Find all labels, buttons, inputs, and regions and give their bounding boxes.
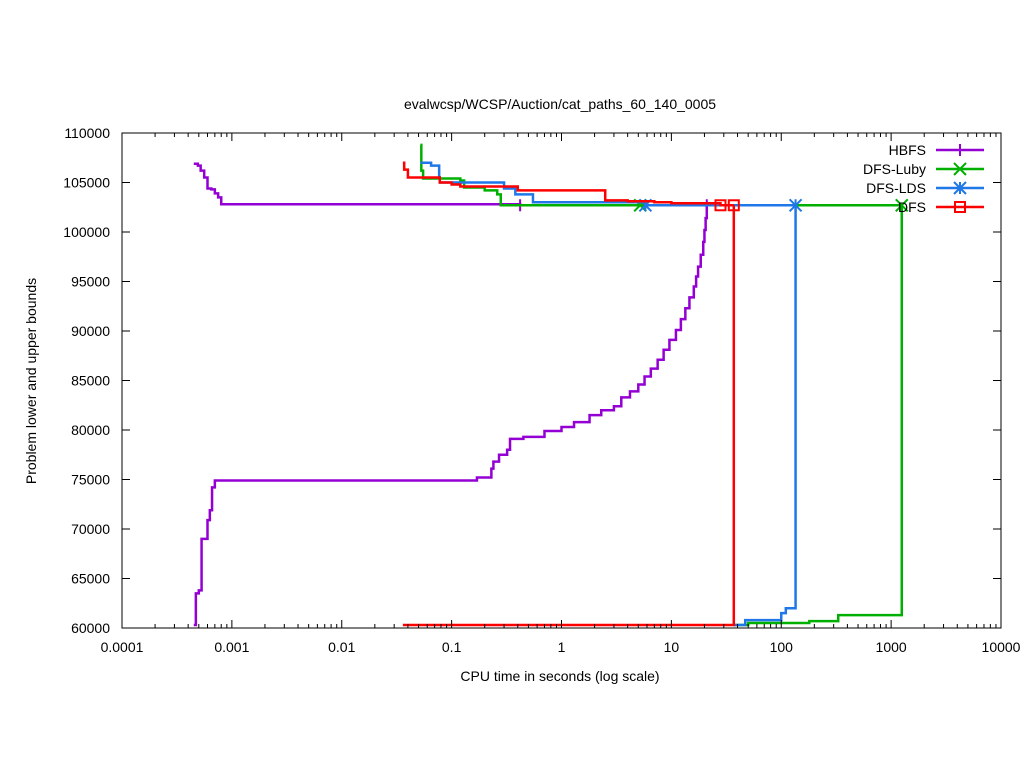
legend-label: DFS-Luby <box>863 161 926 177</box>
y-tick-label: 60000 <box>71 620 110 636</box>
series-upper-bound-line <box>193 162 522 206</box>
plot-area <box>193 143 909 627</box>
y-tick-label: 80000 <box>71 422 110 438</box>
y-tick-label: 95000 <box>71 274 110 290</box>
x-tick-label: 100 <box>770 639 794 655</box>
y-tick-label: 100000 <box>63 224 110 240</box>
y-tick-label: 75000 <box>71 472 110 488</box>
legend-label: DFS-LDS <box>866 180 926 196</box>
legend-label: HBFS <box>889 142 926 158</box>
x-tick-label: 0.001 <box>214 639 249 655</box>
x-axis-label: CPU time in seconds (log scale) <box>460 668 659 684</box>
series-point-marker <box>895 198 909 212</box>
series-point-marker <box>788 198 803 212</box>
y-tick-label: 110000 <box>64 125 110 141</box>
legend: HBFS DFS-Luby DFS-LDS DFS <box>863 142 984 215</box>
series-upper-bound-line <box>402 161 734 207</box>
legend-swatch-marker <box>953 162 967 176</box>
series-dfs <box>402 161 740 627</box>
y-axis: 60000 65000 70000 75000 80000 85000 90000 95000… <box>63 125 1001 636</box>
y-axis-label: Problem lower and upper bounds <box>23 278 39 484</box>
series-point-marker <box>714 199 727 212</box>
series-lower-bound-line <box>402 205 736 627</box>
y-tick-label: 85000 <box>71 373 110 389</box>
legend-swatch-marker <box>954 201 966 213</box>
x-axis: 0.0001 0.001 0.01 0.1 1 10 100 1000 10000 <box>101 133 1021 655</box>
y-tick-label: 70000 <box>71 521 110 537</box>
series-lower-bound-line <box>193 205 709 627</box>
chart-title: evalwcsp/WCSP/Auction/cat_paths_60_140_0… <box>404 96 716 112</box>
x-tick-label: 1 <box>558 639 566 655</box>
x-tick-label: 0.0001 <box>101 639 144 655</box>
x-tick-label: 10000 <box>982 639 1021 655</box>
series-point-marker <box>727 199 740 212</box>
legend-label: DFS <box>898 199 926 215</box>
y-tick-label: 65000 <box>71 571 110 587</box>
x-tick-label: 1000 <box>876 639 907 655</box>
series-upper-bound-line <box>420 143 902 207</box>
legend-swatch-marker <box>954 144 966 156</box>
x-tick-label: 0.01 <box>328 639 355 655</box>
y-tick-label: 105000 <box>63 175 110 191</box>
series-lower-bound-line <box>733 205 797 627</box>
y-tick-label: 90000 <box>71 323 110 339</box>
legend-swatch-marker <box>953 181 967 195</box>
x-tick-label: 10 <box>664 639 680 655</box>
x-tick-label: 0.1 <box>442 639 462 655</box>
